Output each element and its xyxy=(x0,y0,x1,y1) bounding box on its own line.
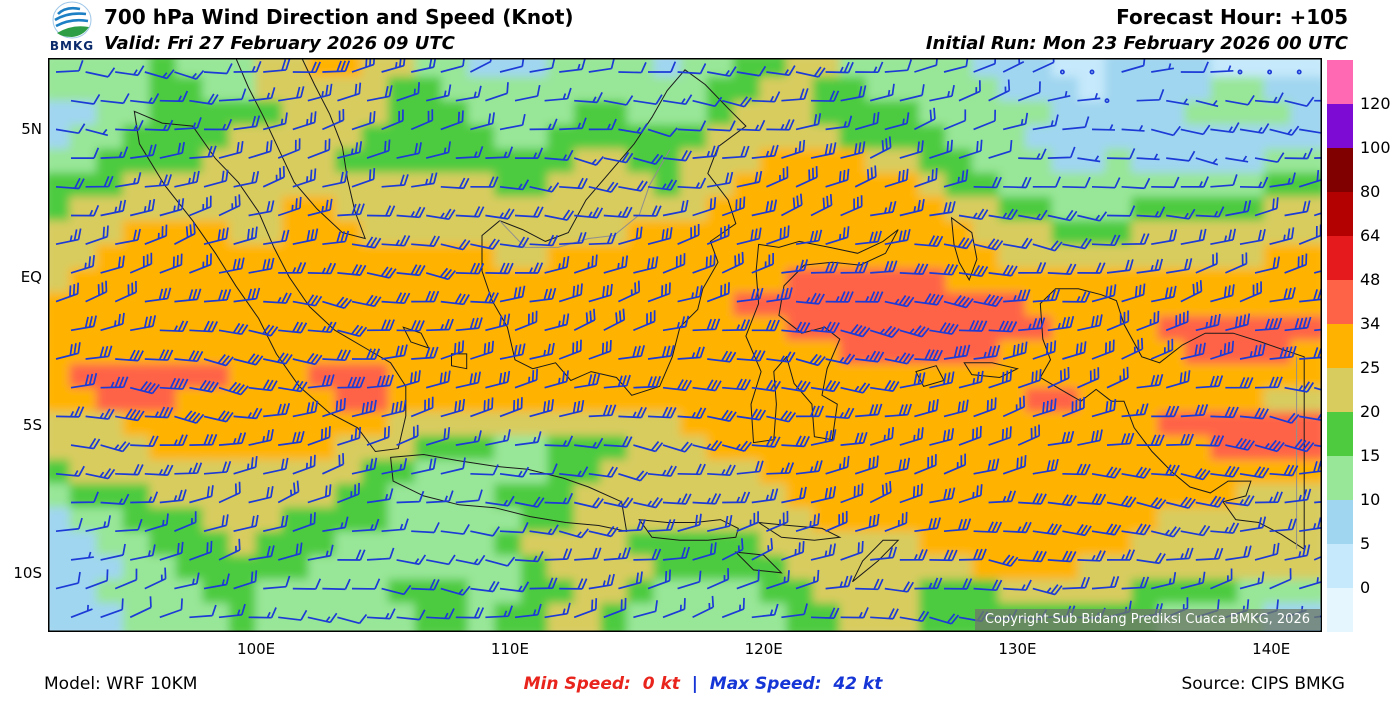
lon-axis-label-130E: 130E xyxy=(998,640,1037,658)
coastline-malay-peninsula xyxy=(235,58,367,240)
coastline-borneo xyxy=(481,69,747,396)
colorbar-tick-25: 25 xyxy=(1360,358,1381,377)
colorbar-segment-12 xyxy=(1327,588,1353,632)
colorbar-segment-7 xyxy=(1327,368,1353,412)
valid-time-label: Valid: Fri 27 February 2026 09 UTC xyxy=(104,33,455,54)
speed-summary: Min Speed: 0 kt | Max Speed: 42 kt xyxy=(524,674,883,694)
coastline-flores xyxy=(758,522,842,541)
model-label: Model: WRF 10KM xyxy=(44,674,198,694)
wind-map: Copyright Sub Bidang Prediksi Cuaca BMKG… xyxy=(48,58,1322,632)
colorbar-tick-5: 5 xyxy=(1360,534,1371,553)
coastline-bali-sumbawa xyxy=(638,518,739,541)
coastline-belitung xyxy=(451,353,468,370)
source-label: Source: CIPS BMKG xyxy=(1181,674,1345,694)
coastline-sumatra xyxy=(133,110,407,453)
colorbar-segment-3 xyxy=(1327,192,1353,236)
colorbar-tick-48: 48 xyxy=(1360,270,1381,289)
colorbar-tick-100: 100 xyxy=(1360,138,1391,157)
colorbar-segment-9 xyxy=(1327,456,1353,500)
coastline-halmahera xyxy=(950,216,978,282)
lon-axis-label-120E: 120E xyxy=(744,640,783,658)
colorbar-tick-20: 20 xyxy=(1360,402,1381,421)
colorbar-segment-10 xyxy=(1327,500,1353,544)
colorbar-segment-4 xyxy=(1327,236,1353,280)
bmkg-logo xyxy=(44,1,100,55)
lon-axis-label-100E: 100E xyxy=(237,640,276,658)
map-frame xyxy=(48,58,1322,632)
lat-axis-label-5S: 5S xyxy=(22,415,42,434)
colorbar-segment-11 xyxy=(1327,544,1353,588)
colorbar-tick-10: 10 xyxy=(1360,490,1381,509)
lon-axis-label-140E: 140E xyxy=(1252,640,1291,658)
coastline-timor xyxy=(852,539,900,583)
colorbar-tick-80: 80 xyxy=(1360,182,1381,201)
colorbar-segment-6 xyxy=(1327,324,1353,368)
colorbar-tick-34: 34 xyxy=(1360,314,1381,333)
colorbar xyxy=(1327,60,1353,632)
min-speed-value: 0 kt xyxy=(642,674,680,694)
lat-axis-label-EQ: EQ xyxy=(20,267,42,286)
colorbar-segment-2 xyxy=(1327,148,1353,192)
colorbar-tick-120: 120 xyxy=(1360,94,1391,113)
colorbar-tick-64: 64 xyxy=(1360,226,1381,245)
colorbar-segment-0 xyxy=(1327,60,1353,104)
min-speed-label: Min Speed: xyxy=(523,674,631,694)
bmkg-logo-graphic xyxy=(52,1,92,39)
max-speed-label: Max Speed: xyxy=(709,674,822,694)
lon-axis-label-110E: 110E xyxy=(490,640,529,658)
colorbar-tick-0: 0 xyxy=(1360,578,1371,597)
lat-axis-label-10S: 10S xyxy=(13,563,42,582)
border-malaysia-kalimantan-border xyxy=(499,149,671,248)
coastline-sumba xyxy=(734,551,783,574)
page-title: 700 hPa Wind Direction and Speed (Knot) xyxy=(104,5,574,29)
bmkg-logo-label: BMKG xyxy=(49,39,95,53)
copyright-overlay: Copyright Sub Bidang Prediksi Cuaca BMKG… xyxy=(974,609,1320,630)
coastline-sulawesi xyxy=(745,229,899,444)
colorbar-segment-1 xyxy=(1327,104,1353,148)
lat-axis-label-5N: 5N xyxy=(21,120,42,138)
speed-separator: | xyxy=(691,674,698,694)
forecast-hour-label: Forecast Hour: +105 xyxy=(1116,5,1348,29)
coastline-seram xyxy=(963,362,1019,379)
colorbar-tick-15: 15 xyxy=(1360,446,1381,465)
colorbar-segment-8 xyxy=(1327,412,1353,456)
initial-run-label: Initial Run: Mon 23 February 2026 00 UTC xyxy=(925,33,1348,54)
wind-map-canvas xyxy=(48,58,1322,632)
colorbar-segment-5 xyxy=(1327,280,1353,324)
max-speed-value: 42 kt xyxy=(833,674,883,694)
